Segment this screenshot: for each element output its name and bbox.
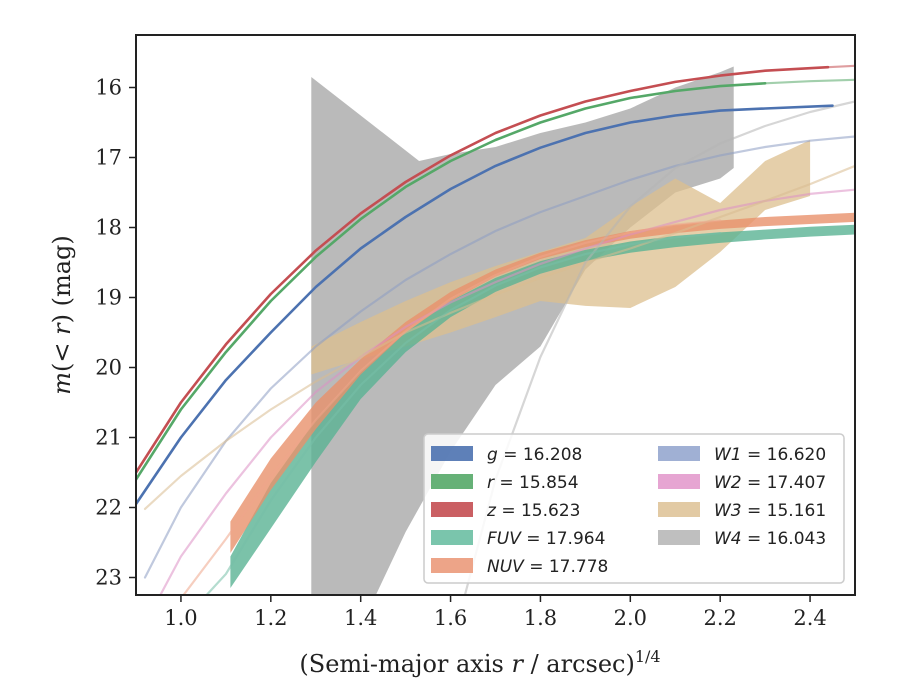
profile-curves	[136, 64, 855, 595]
curve-z	[136, 65, 830, 474]
legend-label-g: g = 16.208	[487, 445, 582, 465]
x-tick-label: 2.2	[703, 606, 736, 630]
legend-swatch-w1	[658, 446, 700, 461]
x-tick-label: 2.0	[614, 606, 647, 630]
curve-r-fit	[764, 78, 855, 85]
curve-nuv-fit	[182, 219, 722, 595]
legend-swatch-nuv	[431, 558, 473, 573]
plot-frame	[135, 34, 856, 596]
x-tick-label: 1.6	[434, 606, 467, 630]
legend-label-w3: W3 = 15.161	[714, 501, 826, 521]
legend-label-w4: W4 = 16.043	[714, 529, 826, 549]
x-axis-ticks: 1.0 1.2 1.4 1.6 1.8 2.0 2.2 2.4	[164, 595, 827, 630]
legend-label-z: z = 15.623	[486, 501, 580, 521]
y-tick-label: 17	[95, 146, 122, 170]
legend-box	[423, 433, 845, 584]
y-tick-label: 19	[95, 286, 122, 310]
curve-z-fit	[826, 64, 855, 69]
x-tick-label: 1.0	[164, 606, 197, 630]
x-tick-label: 1.8	[524, 606, 557, 630]
curve-w2	[159, 188, 855, 595]
band-w4	[311, 66, 734, 595]
x-tick-label: 2.4	[793, 606, 826, 630]
band-fuv	[230, 224, 855, 588]
y-tick-label: 21	[95, 426, 122, 450]
legend-swatch-w4	[658, 530, 700, 545]
legend-label-nuv: NUV = 17.778	[487, 557, 608, 577]
legend-label-r: r = 15.854	[487, 473, 579, 493]
legend-swatch-w2	[658, 474, 700, 489]
y-tick-label: 20	[95, 356, 122, 380]
legend-label-fuv: FUV = 17.964	[487, 529, 605, 549]
legend-label-w1: W1 = 16.620	[714, 445, 826, 465]
legend-label-w2: W2 = 17.407	[714, 473, 826, 493]
legend-swatch-w3	[658, 502, 700, 517]
x-axis-label: (Semi-major axis r / arcsec)1/4	[299, 647, 660, 678]
y-axis-label: m(< r) (mag)	[48, 235, 76, 395]
curve-r	[136, 82, 767, 481]
legend-swatch-r	[431, 474, 473, 489]
y-tick-label: 23	[95, 566, 122, 590]
y-tick-label: 18	[95, 216, 122, 240]
curve-w3	[143, 164, 855, 510]
x-tick-label: 1.2	[254, 606, 287, 630]
y-axis-ticks: 16 17 18 19 20 21 22 23	[95, 76, 136, 590]
legend: g = 16.208 r = 15.854 z = 15.623 FUV = 17.9…	[423, 433, 845, 584]
y-tick-label: 22	[95, 496, 122, 520]
y-tick-label: 16	[95, 76, 122, 100]
legend-swatch-fuv	[431, 530, 473, 545]
curve-g	[136, 104, 834, 506]
legend-swatch-g	[431, 446, 473, 461]
legend-swatch-z	[431, 502, 473, 517]
x-tick-label: 1.4	[344, 606, 377, 630]
curve-fuv-fit	[205, 232, 722, 595]
curve-w1	[143, 135, 855, 579]
curve-w4	[463, 100, 855, 595]
